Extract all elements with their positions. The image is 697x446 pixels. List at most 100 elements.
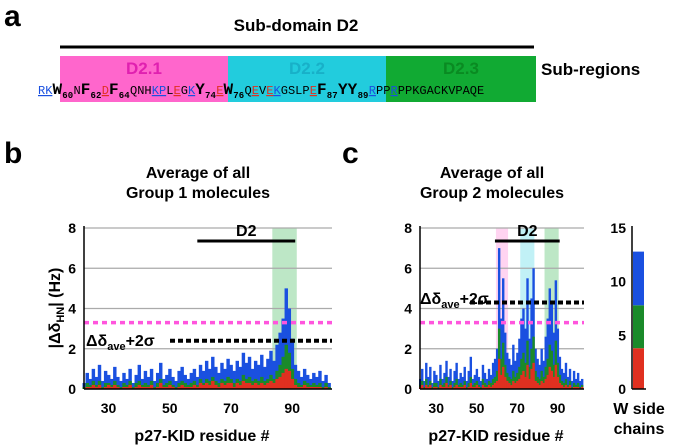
w-bar-red <box>633 348 644 389</box>
seq-residue: R <box>391 84 398 98</box>
bar-red <box>485 386 489 389</box>
bar-red <box>159 382 163 389</box>
bar-blue <box>85 372 89 389</box>
bar-blue <box>449 368 452 389</box>
panel-a-letter: a <box>4 0 21 33</box>
bar-green <box>152 386 157 389</box>
bar-blue <box>580 378 584 389</box>
bar-red <box>477 386 481 389</box>
bar-blue <box>293 364 298 389</box>
bar-blue <box>512 344 515 389</box>
bar-blue <box>520 318 523 389</box>
bar-blue <box>425 362 428 389</box>
bar-red <box>214 384 218 389</box>
bar-red <box>429 384 432 389</box>
bar-blue <box>284 288 288 389</box>
bar-green <box>550 350 554 389</box>
bar-red <box>296 386 301 389</box>
bar-red <box>146 386 151 389</box>
bar-blue <box>556 328 560 389</box>
bar-green <box>499 358 503 389</box>
bar-red <box>253 382 258 389</box>
bar-blue <box>502 278 505 389</box>
bar-green <box>232 382 236 389</box>
bar-green <box>437 386 440 389</box>
seq-residue: W <box>53 81 63 99</box>
bar-red <box>223 384 227 389</box>
bar-red <box>128 384 132 389</box>
bar-red <box>177 386 181 389</box>
bar-red <box>499 374 503 389</box>
bar-blue <box>244 362 249 389</box>
bar-red <box>506 380 509 389</box>
bar-green <box>293 378 298 389</box>
bar-blue <box>162 378 166 389</box>
seq-residue: GSLP <box>281 84 310 98</box>
bar-blue <box>421 368 424 389</box>
bar-green <box>524 362 527 389</box>
bar-blue <box>238 366 243 389</box>
bar-blue <box>433 370 436 389</box>
bar-green <box>578 386 582 389</box>
bar-blue <box>576 372 580 389</box>
region-d2-3-box <box>386 56 536 102</box>
bar-red <box>518 378 521 389</box>
bar-blue <box>318 370 322 389</box>
bar-red <box>278 376 282 389</box>
bar-blue <box>570 380 574 389</box>
bar-blue <box>235 360 239 389</box>
bar-green <box>324 382 328 389</box>
bar-blue <box>116 376 120 389</box>
bar-red <box>473 386 477 389</box>
bar-green <box>435 382 438 389</box>
bar-blue <box>165 374 169 389</box>
bar-blue <box>465 380 468 389</box>
y-tick-label: 4 <box>68 301 76 317</box>
bar-red <box>125 386 129 389</box>
bar-red <box>263 384 267 389</box>
bar-blue <box>192 368 197 389</box>
bar-red <box>186 386 191 389</box>
bar-red <box>244 382 249 389</box>
bar-red <box>536 382 539 389</box>
chart-title: Average of all <box>146 165 250 182</box>
bar-red <box>116 386 120 389</box>
bar-red <box>201 384 206 389</box>
bar-red <box>524 376 527 389</box>
seq-subscript: 89 <box>358 91 369 101</box>
bar-blue <box>451 380 454 389</box>
bar-blue <box>113 366 117 389</box>
bar-blue <box>226 358 230 389</box>
bar-red <box>85 386 89 389</box>
bar-blue <box>479 380 483 389</box>
seq-subscript: 76 <box>233 91 244 101</box>
bar-blue <box>526 278 529 389</box>
bar-green <box>318 382 322 389</box>
bar-red <box>439 384 442 389</box>
region-d2-2-box <box>228 56 386 102</box>
bar-blue <box>241 352 246 389</box>
bar-red <box>226 382 230 389</box>
bar-green <box>451 386 454 389</box>
bar-blue <box>481 364 485 389</box>
bar-blue <box>528 338 531 389</box>
bar-red <box>556 376 560 389</box>
bar-red <box>293 384 298 389</box>
bar-blue <box>574 378 578 389</box>
seq-residue: L <box>166 84 173 98</box>
bar-red <box>247 382 252 389</box>
bar-blue <box>548 288 551 389</box>
x-tick-label: 30 <box>101 400 117 416</box>
bar-red <box>140 386 145 389</box>
bar-blue <box>122 372 126 389</box>
bar-red <box>275 378 279 389</box>
bar-blue <box>435 374 438 389</box>
bar-blue <box>550 300 554 389</box>
bar-blue <box>578 380 582 389</box>
bar-red <box>463 384 466 389</box>
bar-green <box>433 382 436 389</box>
bar-blue <box>552 332 556 389</box>
bar-red <box>134 386 138 389</box>
bar-green <box>425 378 428 389</box>
